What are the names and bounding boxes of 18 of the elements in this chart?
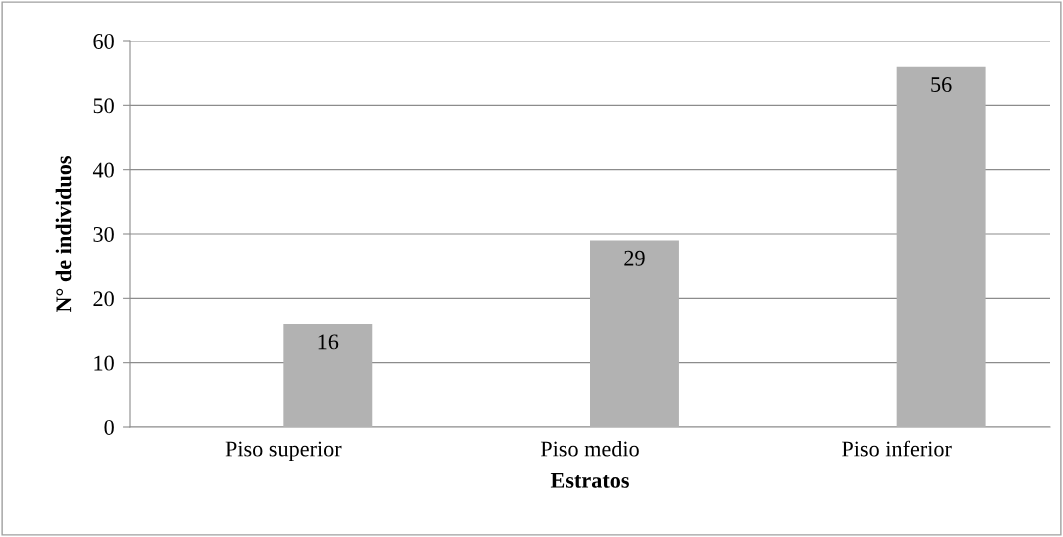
y-axis-title: N° de individuos [55, 155, 72, 313]
bar [896, 66, 986, 427]
x-axis-title: Estratos [550, 473, 629, 488]
bar [283, 324, 373, 427]
data-label: 56 [931, 77, 952, 93]
y-tick-label: 50 [93, 98, 114, 114]
y-tick-label: 60 [93, 33, 114, 49]
x-tick-label: Piso superior [225, 441, 342, 462]
y-tick-label: 20 [93, 291, 114, 307]
y-tick-label: 40 [92, 162, 114, 178]
x-tick-label: Piso inferior [842, 440, 952, 457]
data-label: 29 [624, 250, 645, 266]
y-tick-label: 10 [94, 355, 114, 371]
data-label: 16 [318, 334, 339, 350]
bar [590, 240, 679, 427]
x-tick-label: Piso medio [540, 440, 639, 457]
y-tick-label: 30 [93, 226, 114, 242]
y-tick-label: 0 [104, 419, 114, 435]
